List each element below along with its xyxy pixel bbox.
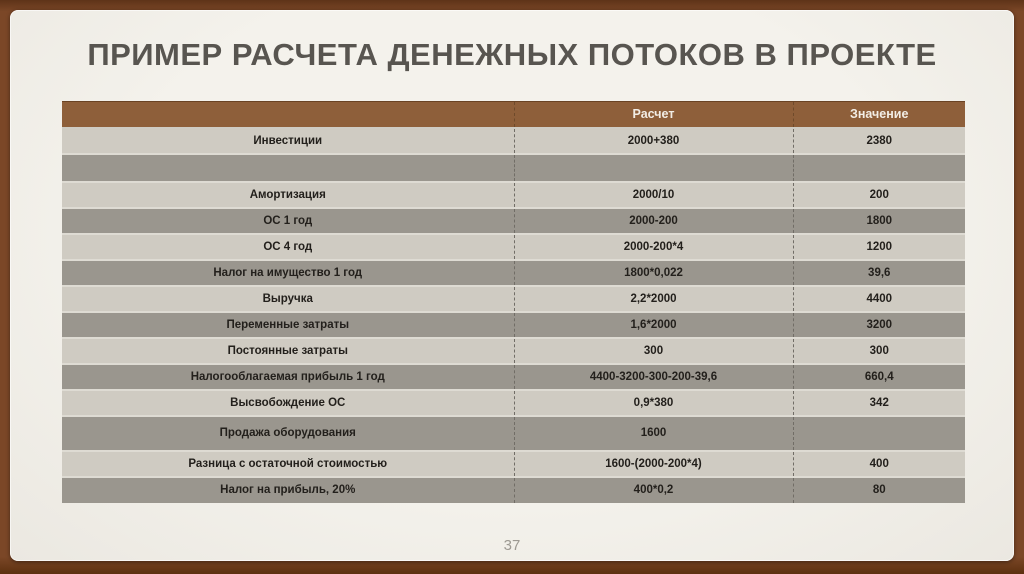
header-value-cell: Значение (792, 101, 965, 129)
row-calc-cell: 4400-3200-300-200-39,6 (513, 363, 793, 390)
slide-title: ПРИМЕР РАСЧЕТА ДЕНЕЖНЫХ ПОТОКОВ В ПРОЕКТ… (87, 37, 937, 72)
row-label-cell: Налогооблагаемая прибыль 1 год (62, 363, 514, 390)
table-row: Налог на прибыль, 20% 400*0,2 80 (62, 476, 965, 503)
row-label-cell: Налог на прибыль, 20% (62, 476, 514, 503)
row-calc-cell: 2000/10 (513, 181, 793, 208)
row-value-cell (792, 153, 965, 182)
table-row: Переменные затраты 1,6*2000 3200 (62, 311, 965, 338)
row-value-cell: 342 (792, 389, 965, 416)
row-value-cell: 1800 (792, 207, 965, 234)
row-calc-cell: 1600-(2000-200*4) (513, 450, 793, 477)
slide-card: ПРИМЕР РАСЧЕТА ДЕНЕЖНЫХ ПОТОКОВ В ПРОЕКТ… (10, 10, 1014, 561)
row-value-cell: 4400 (792, 285, 965, 312)
row-label-cell: Выручка (62, 285, 514, 312)
row-value-cell: 200 (792, 181, 965, 208)
row-value-cell: 39,6 (792, 259, 965, 286)
row-calc-cell: 300 (513, 337, 793, 364)
row-calc-cell: 400*0,2 (513, 476, 793, 503)
row-value-cell: 1200 (792, 233, 965, 260)
table-row: Инвестиции 2000+380 2380 (62, 127, 965, 154)
row-calc-cell: 1600 (513, 415, 793, 451)
table-row: Налогооблагаемая прибыль 1 год 4400-3200… (62, 363, 965, 390)
header-calc-cell: Расчет (513, 101, 793, 129)
row-value-cell: 300 (792, 337, 965, 364)
row-value-cell: 400 (792, 450, 965, 477)
row-label-cell: Переменные затраты (62, 311, 514, 338)
row-label-cell: Инвестиции (62, 127, 514, 154)
table-row (62, 153, 965, 182)
row-calc-cell: 2,2*2000 (513, 285, 793, 312)
row-calc-cell: 2000-200 (513, 207, 793, 234)
table-row: Разница с остаточной стоимостью 1600-(20… (62, 450, 965, 477)
row-calc-cell: 1,6*2000 (513, 311, 793, 338)
row-label-cell: ОС 1 год (62, 207, 514, 234)
table-row: Налог на имущество 1 год 1800*0,022 39,6 (62, 259, 965, 286)
row-label-cell: Высвобождение ОС (62, 389, 514, 416)
table-row: Продажа оборудования 1600 (62, 415, 965, 451)
row-calc-cell: 1800*0,022 (513, 259, 793, 286)
row-label-cell: Постоянные затраты (62, 337, 514, 364)
row-label-cell: Продажа оборудования (62, 415, 514, 451)
table-row: Высвобождение ОС 0,9*380 342 (62, 389, 965, 416)
table-row: ОС 4 год 2000-200*4 1200 (62, 233, 965, 260)
row-label-cell: Налог на имущество 1 год (62, 259, 514, 286)
row-calc-cell: 0,9*380 (513, 389, 793, 416)
cash-flow-table: Расчет Значение Инвестиции 2000+380 2380… (62, 101, 965, 503)
page-number: 37 (503, 537, 521, 554)
row-label-cell: Амортизация (62, 181, 514, 208)
row-value-cell: 2380 (792, 127, 965, 154)
table-header-row: Расчет Значение (62, 101, 965, 129)
table-row: ОС 1 год 2000-200 1800 (62, 207, 965, 234)
row-value-cell (792, 415, 965, 451)
table-row: Выручка 2,2*2000 4400 (62, 285, 965, 312)
row-calc-cell: 2000-200*4 (513, 233, 793, 260)
row-value-cell: 660,4 (792, 363, 965, 390)
row-calc-cell: 2000+380 (513, 127, 793, 154)
row-calc-cell (513, 153, 793, 182)
row-label-cell: ОС 4 год (62, 233, 514, 260)
table-row: Амортизация 2000/10 200 (62, 181, 965, 208)
row-value-cell: 3200 (792, 311, 965, 338)
row-value-cell: 80 (792, 476, 965, 503)
header-label-cell (62, 101, 514, 129)
table-row: Постоянные затраты 300 300 (62, 337, 965, 364)
row-label-cell: Разница с остаточной стоимостью (62, 450, 514, 477)
row-label-cell (62, 153, 514, 182)
